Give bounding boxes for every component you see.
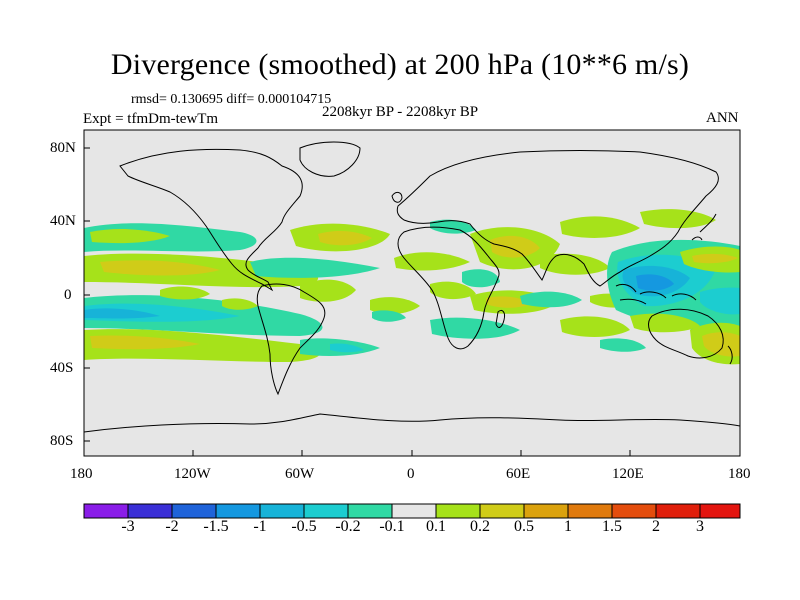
contour-patch bbox=[560, 216, 640, 238]
y-tick-label: 80S bbox=[50, 433, 74, 449]
coastline-australia bbox=[648, 308, 724, 359]
contour-patch bbox=[692, 253, 738, 264]
x-tick-label: 120W bbox=[174, 466, 211, 482]
coastline-british-isles bbox=[391, 191, 403, 203]
contour-patch bbox=[318, 231, 372, 246]
contour-patch bbox=[520, 291, 582, 308]
contour-patch bbox=[430, 281, 476, 300]
y-tick-label: 80N bbox=[50, 140, 76, 156]
y-tick-label: 0 bbox=[64, 287, 72, 303]
coastline-japan bbox=[691, 213, 717, 241]
colorbar-swatch bbox=[259, 503, 305, 519]
coastline-new-zealand bbox=[727, 345, 733, 365]
x-tick-label: 180 bbox=[70, 466, 93, 482]
colorbar-label: -0.1 bbox=[379, 518, 405, 535]
colorbar-label: 0.5 bbox=[514, 518, 534, 535]
contour-patch bbox=[430, 317, 520, 339]
colorbar-label: 1.5 bbox=[602, 518, 622, 535]
contour-patch bbox=[394, 252, 470, 271]
season-label: ANN bbox=[706, 110, 739, 126]
contour-patch bbox=[222, 298, 258, 310]
coastline-maritime-continent bbox=[615, 283, 697, 305]
colorbar-swatch bbox=[479, 503, 525, 519]
coastline-south-america bbox=[256, 283, 326, 396]
experiment-label: Expt = tfmDm-tewTm bbox=[83, 111, 219, 127]
contour-patch bbox=[640, 209, 716, 229]
contour-patch bbox=[330, 343, 364, 353]
colorbar-swatch bbox=[611, 503, 657, 519]
y-tick-label: 40S bbox=[50, 360, 74, 376]
colorbar-swatch bbox=[171, 503, 217, 519]
x-tick-label: 60E bbox=[506, 466, 531, 482]
contour-patch bbox=[430, 219, 476, 234]
coastline-antarctica bbox=[84, 413, 740, 433]
colorbar-label: -1.5 bbox=[203, 518, 229, 535]
contour-patch bbox=[370, 297, 420, 315]
period-label: 2208kyr BP - 2208kyr BP bbox=[322, 104, 479, 120]
colorbar-swatch bbox=[523, 503, 569, 519]
contour-patch bbox=[84, 308, 160, 319]
coastline-north-america bbox=[119, 148, 303, 292]
colorbar-label: -0.5 bbox=[291, 518, 317, 535]
colorbar-swatch bbox=[83, 503, 129, 519]
x-tick-label: 120E bbox=[612, 466, 644, 482]
contour-patch bbox=[700, 287, 740, 315]
colorbar-label: -3 bbox=[121, 518, 135, 535]
colorbar-swatch bbox=[567, 503, 613, 519]
contour-patch bbox=[100, 260, 220, 276]
coastline-eurasia bbox=[396, 150, 719, 287]
axis-ticks bbox=[83, 147, 741, 456]
colorbar-swatch bbox=[347, 503, 393, 519]
x-tick-label: 180 bbox=[728, 466, 751, 482]
colorbar-label: 0.1 bbox=[426, 518, 446, 535]
contour-patch bbox=[636, 274, 674, 291]
y-tick-label: 40N bbox=[50, 213, 76, 229]
contour-patch bbox=[90, 335, 200, 350]
colorbar-swatch bbox=[655, 503, 701, 519]
colorbar-label: 1 bbox=[564, 518, 572, 535]
contour-patch bbox=[630, 313, 700, 333]
colorbar-label: -2 bbox=[165, 518, 179, 535]
x-tick-label: 0 bbox=[407, 466, 415, 482]
colorbar-label: -1 bbox=[253, 518, 267, 535]
x-tick-label: 60W bbox=[285, 466, 315, 482]
contour-patch bbox=[540, 253, 610, 275]
colorbar-label: 2 bbox=[652, 518, 660, 535]
contour-patch bbox=[600, 338, 646, 352]
colorbar-label: 3 bbox=[696, 518, 704, 535]
coastline-africa bbox=[397, 226, 500, 350]
chart-title: Divergence (smoothed) at 200 hPa (10**6 … bbox=[110, 48, 690, 81]
coastline-greenland bbox=[299, 141, 361, 177]
colorbar-swatch bbox=[391, 503, 437, 519]
contour-patch bbox=[160, 286, 210, 300]
contour-patch bbox=[462, 269, 500, 288]
colorbar-label: 0.2 bbox=[470, 518, 490, 535]
contour-patch bbox=[300, 279, 356, 302]
contour-patch bbox=[486, 296, 530, 308]
colorbar bbox=[83, 503, 741, 519]
colorbar-swatch bbox=[435, 503, 481, 519]
stats-label: rmsd= 0.130695 diff= 0.000104715 bbox=[131, 92, 332, 107]
contour-patch bbox=[372, 310, 406, 322]
coastlines bbox=[84, 141, 740, 433]
contour-patch bbox=[560, 316, 630, 337]
contour-patch bbox=[90, 229, 170, 244]
colorbar-swatch bbox=[127, 503, 173, 519]
contour-patch bbox=[250, 257, 380, 278]
colorbar-swatch bbox=[215, 503, 261, 519]
colorbar-swatch bbox=[699, 503, 741, 519]
colorbar-label: -0.2 bbox=[335, 518, 361, 535]
contour-patch bbox=[490, 235, 540, 258]
coastline-madagascar bbox=[495, 309, 505, 328]
colorbar-swatch bbox=[303, 503, 349, 519]
